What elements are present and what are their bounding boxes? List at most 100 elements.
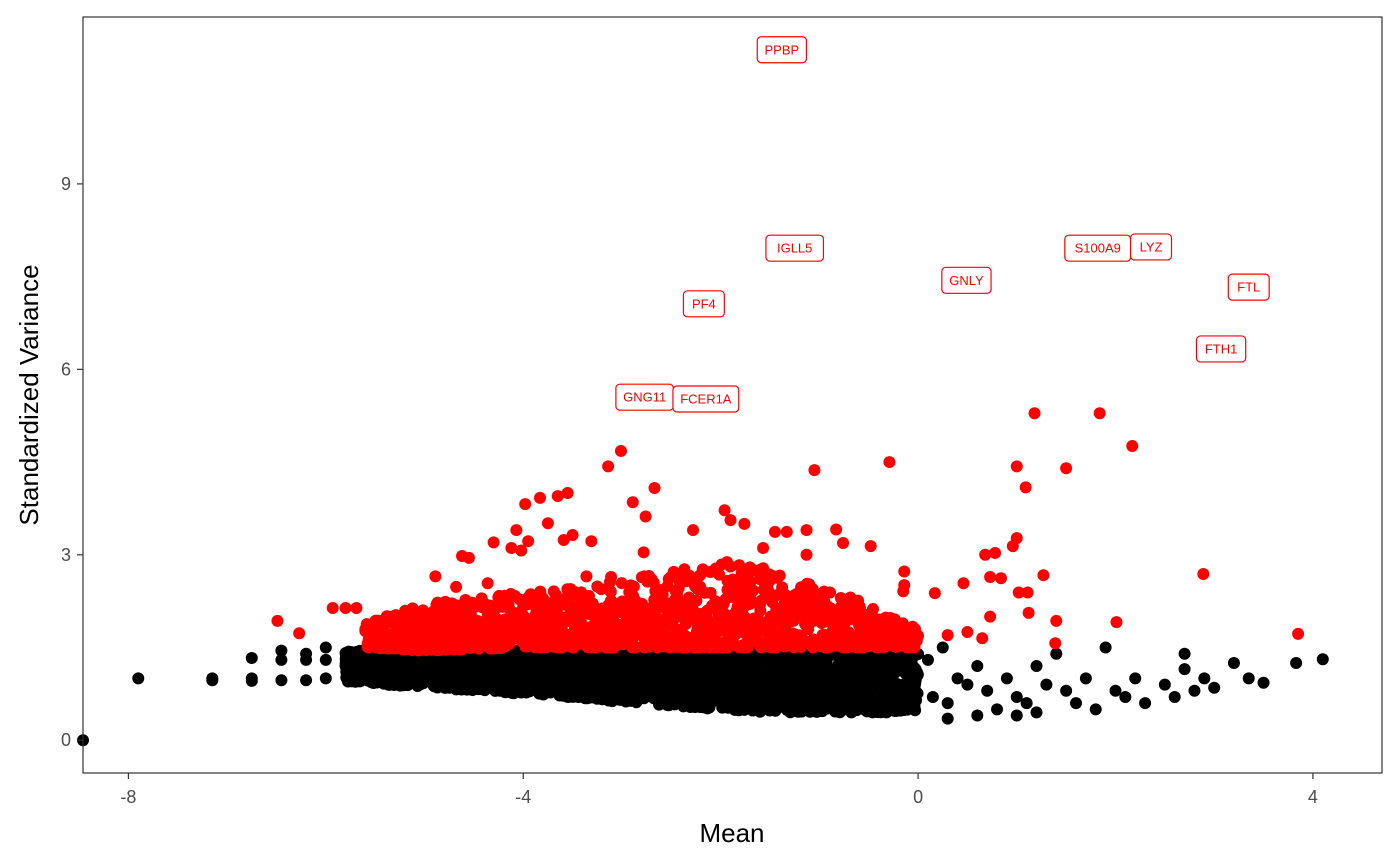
gene-label: S100A9 bbox=[1064, 234, 1132, 262]
non-variable-point bbox=[275, 653, 288, 666]
non-variable-point bbox=[810, 704, 823, 717]
variable-point bbox=[566, 529, 579, 542]
variable-point bbox=[648, 482, 661, 495]
non-variable-point bbox=[1242, 672, 1255, 685]
variable-point bbox=[661, 616, 674, 629]
non-variable-point bbox=[632, 673, 645, 686]
variable-point bbox=[808, 464, 821, 477]
non-variable-point bbox=[1079, 672, 1092, 685]
non-variable-point bbox=[343, 671, 356, 684]
variable-point bbox=[522, 591, 535, 604]
variable-point bbox=[595, 583, 608, 596]
non-variable-point bbox=[475, 673, 488, 686]
variable-point bbox=[561, 583, 574, 596]
variable-point bbox=[876, 617, 889, 630]
non-variable-point bbox=[672, 663, 685, 676]
variable-point bbox=[830, 523, 843, 536]
variable-point bbox=[624, 579, 637, 592]
non-variable-point bbox=[900, 690, 913, 703]
variable-point bbox=[326, 601, 339, 614]
variable-point bbox=[575, 586, 588, 599]
non-variable-point bbox=[643, 660, 656, 673]
variable-point bbox=[549, 622, 562, 635]
non-variable-point bbox=[499, 671, 512, 684]
variable-point bbox=[906, 636, 919, 649]
variable-point bbox=[653, 584, 666, 597]
variable-point bbox=[604, 585, 617, 598]
non-variable-point bbox=[485, 658, 498, 671]
variable-point bbox=[620, 607, 633, 620]
variable-point bbox=[515, 544, 528, 557]
non-variable-point bbox=[941, 697, 954, 710]
non-variable-point bbox=[300, 653, 313, 666]
variable-point bbox=[1010, 460, 1023, 473]
non-variable-point bbox=[445, 661, 458, 674]
non-variable-point bbox=[799, 692, 812, 705]
variable-point bbox=[450, 604, 463, 617]
non-variable-point bbox=[506, 685, 519, 698]
non-variable-point bbox=[436, 669, 449, 682]
variable-point bbox=[704, 566, 717, 579]
non-variable-point bbox=[1060, 684, 1073, 697]
gene-label-box bbox=[1227, 273, 1270, 301]
non-variable-point bbox=[951, 672, 964, 685]
non-variable-point bbox=[534, 661, 547, 674]
variable-point bbox=[614, 444, 627, 457]
variable-point bbox=[637, 546, 650, 559]
variable-point bbox=[519, 640, 532, 653]
variable-point bbox=[678, 563, 691, 576]
variable-point bbox=[659, 596, 672, 609]
variable-point bbox=[589, 641, 602, 654]
variable-point bbox=[386, 616, 399, 629]
non-variable-point bbox=[755, 694, 768, 707]
non-variable-point bbox=[844, 693, 857, 706]
variable-point bbox=[626, 496, 639, 509]
gene-label: LYZ bbox=[1129, 233, 1173, 261]
variable-point bbox=[402, 634, 415, 647]
gene-label-text: GNG11 bbox=[623, 390, 666, 405]
variable-point bbox=[677, 596, 690, 609]
variable-point bbox=[583, 595, 596, 608]
non-variable-point bbox=[693, 663, 706, 676]
variable-point bbox=[339, 601, 352, 614]
variable-point bbox=[505, 541, 518, 554]
variable-point bbox=[529, 640, 542, 653]
variable-point bbox=[522, 535, 535, 548]
variable-point bbox=[898, 565, 911, 578]
variable-point bbox=[442, 642, 455, 655]
variable-point bbox=[547, 600, 560, 613]
non-variable-point bbox=[971, 709, 984, 722]
plot-panel-border bbox=[82, 16, 1383, 774]
variable-point bbox=[519, 498, 532, 511]
variable-point bbox=[462, 551, 475, 564]
non-variable-point bbox=[826, 671, 839, 684]
variable-point bbox=[669, 585, 682, 598]
non-variable-point bbox=[675, 684, 688, 697]
variable-point bbox=[572, 610, 585, 623]
non-variable-point bbox=[838, 659, 851, 672]
non-variable-point bbox=[780, 692, 793, 705]
non-variable-point bbox=[1198, 672, 1211, 685]
non-variable-point bbox=[685, 683, 698, 696]
variable-point bbox=[1049, 637, 1062, 650]
variable-point bbox=[488, 632, 501, 645]
variable-point bbox=[510, 610, 523, 623]
gene-labels-layer: PPBP IGLL5 PF4 GNG11 FCER1A GNLY S100A9 LYZ FTL F… bbox=[615, 36, 1270, 413]
gene-label-box bbox=[672, 385, 740, 413]
non-variable-point bbox=[844, 671, 857, 684]
gene-label: GNLY bbox=[941, 266, 992, 294]
y-tick-label: 9 bbox=[61, 174, 71, 194]
variable-point bbox=[961, 626, 974, 639]
gene-label-text: LYZ bbox=[1140, 239, 1163, 254]
non-variable-point bbox=[728, 703, 741, 716]
variable-point bbox=[584, 605, 597, 618]
x-tick-label: -8 bbox=[120, 787, 136, 807]
variable-point bbox=[633, 628, 646, 641]
non-variable-point bbox=[1010, 709, 1023, 722]
variable-point bbox=[840, 604, 853, 617]
variable-point bbox=[878, 629, 891, 642]
gene-label-text: PF4 bbox=[692, 296, 716, 311]
non-variable-point bbox=[752, 655, 765, 668]
non-variable-point bbox=[1050, 647, 1063, 660]
variable-point bbox=[499, 613, 512, 626]
